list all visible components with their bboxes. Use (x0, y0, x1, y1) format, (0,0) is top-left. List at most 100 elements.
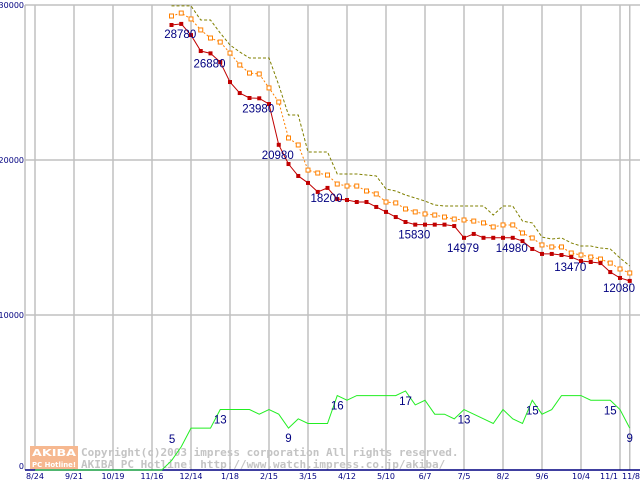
average-price-point (286, 135, 291, 141)
average-price-point (247, 70, 252, 76)
average-price-point (461, 217, 467, 223)
average-price-point (607, 260, 613, 266)
series-layer (35, 5, 633, 471)
average-price-point (588, 254, 594, 260)
shop-count-data-label: 13 (214, 415, 227, 427)
average-price-point (295, 142, 301, 148)
average-price-point (266, 85, 272, 91)
y-tick-label: 20000 (0, 156, 24, 165)
min-price-point (569, 255, 574, 260)
min-price-point (481, 235, 486, 240)
min-price-point (423, 222, 427, 227)
average-price-point (208, 35, 213, 41)
average-price-point (325, 172, 330, 178)
min-price-point (442, 222, 447, 227)
average-price-point (334, 181, 340, 187)
min-price-point (306, 180, 310, 185)
min-price-point (598, 261, 603, 266)
average-price-point (559, 244, 564, 250)
average-price-point (471, 218, 477, 224)
min-price-point (325, 185, 330, 190)
min-price-point (520, 239, 525, 244)
average-price-point (520, 230, 525, 236)
average-price-point (539, 242, 545, 248)
min-price-data-label: 28780 (164, 29, 196, 41)
min-price-point (559, 253, 564, 258)
average-price-point (617, 266, 623, 272)
min-price-point (471, 231, 476, 236)
min-price-point (335, 197, 340, 202)
average-price-point (500, 222, 506, 228)
min-price-point (169, 22, 174, 27)
average-price-point (217, 39, 223, 45)
shop-count-data-label: 15 (526, 405, 539, 417)
average-price-point (237, 62, 243, 68)
average-price-point (315, 170, 321, 176)
min-price-data-label: 20980 (262, 150, 294, 162)
min-price-point (432, 222, 437, 227)
x-tick-label: 11/1 (600, 472, 618, 480)
average-price-point (256, 71, 262, 77)
min-price-point (540, 251, 544, 256)
max-price-line (171, 5, 631, 267)
min-price-line (171, 23, 630, 282)
min-price-point (588, 259, 593, 264)
min-price-point (247, 96, 252, 100)
min-price-point (345, 197, 349, 202)
min-price-point (276, 142, 281, 147)
x-tick-label: 7/5 (458, 472, 471, 480)
average-price-point (373, 191, 379, 197)
average-price-point (432, 212, 438, 218)
min-price-data-label: 14979 (447, 243, 479, 255)
average-price-point (481, 220, 486, 226)
average-price-point (451, 216, 457, 222)
site-url-text: AKIBA PC Hotline! http://www.watch.impre… (81, 458, 446, 471)
min-price-point (296, 173, 301, 178)
min-price-point (286, 162, 291, 167)
min-price-data-label: 13470 (554, 262, 586, 274)
min-price-point (374, 204, 379, 209)
min-price-point (627, 278, 632, 283)
average-price-point (188, 16, 194, 22)
logo-block-top (30, 446, 78, 458)
watermark: AKIBA PC Hotline! Copyright(c)2003 impre… (30, 446, 459, 471)
average-price-point (383, 199, 389, 205)
average-price-point (412, 209, 418, 215)
min-price-point (257, 96, 262, 101)
min-price-point (452, 224, 457, 229)
min-price-point (237, 91, 242, 96)
min-price-point (462, 235, 466, 240)
x-tick-label: 10/19 (101, 472, 124, 480)
average-price-point (276, 99, 282, 105)
min-price-data-label: 23980 (242, 103, 274, 115)
shop-count-data-label: 17 (399, 396, 412, 408)
min-price-point (413, 222, 418, 227)
average-price-point (227, 50, 233, 56)
min-price-data-label: 18200 (311, 193, 343, 205)
shop-count-data-label: 9 (285, 433, 291, 445)
average-price-point (403, 206, 408, 212)
data-labels: 28780 26880 23980 20980 18200 15830 14979 14980… (164, 29, 635, 446)
min-price-point (491, 235, 496, 240)
average-price-point (510, 222, 516, 228)
min-price-point (608, 270, 613, 275)
min-price-data-label: 14980 (496, 243, 528, 255)
y-tick-label: 30000 (0, 1, 24, 10)
x-tick-label: 11/16 (140, 472, 163, 480)
logo-pc-hotline: PC Hotline! (32, 461, 76, 469)
x-tick-label: 8/2 (497, 472, 510, 480)
shop-count-data-label: 9 (627, 433, 633, 445)
min-price-point (510, 235, 515, 240)
min-price-point (198, 49, 203, 54)
min-price-point (501, 235, 505, 240)
x-tick-label: 11/8 (622, 472, 640, 480)
average-price-point (598, 256, 603, 262)
x-tick-label: 5/10 (377, 472, 395, 480)
logo-block-bottom (30, 458, 78, 469)
min-price-point (393, 215, 398, 220)
average-price-point (529, 235, 535, 241)
min-price-data-label: 15830 (398, 230, 430, 242)
min-price-point (403, 220, 408, 224)
